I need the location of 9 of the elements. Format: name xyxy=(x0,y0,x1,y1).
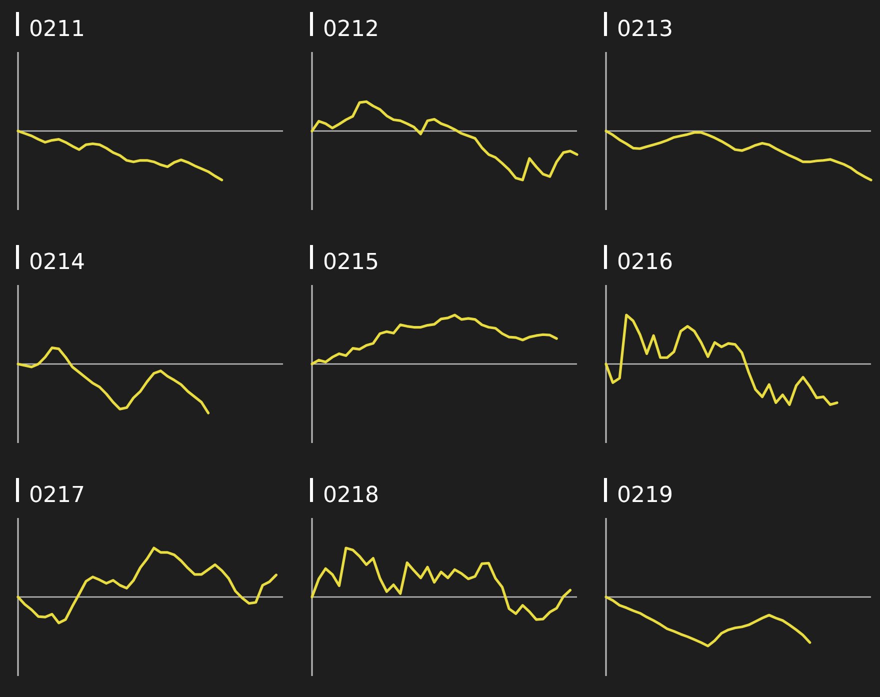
chart-title: 0219 xyxy=(617,483,673,508)
chart-title: 0212 xyxy=(323,17,379,42)
chart-title: 0213 xyxy=(617,17,673,42)
chart-title: 0218 xyxy=(323,483,379,508)
chart-title: 0215 xyxy=(323,250,379,275)
chart-title: 0216 xyxy=(617,250,673,275)
chart-title: 0217 xyxy=(29,483,85,508)
chart-title: 0211 xyxy=(29,17,85,42)
chart-title: 0214 xyxy=(29,250,85,275)
